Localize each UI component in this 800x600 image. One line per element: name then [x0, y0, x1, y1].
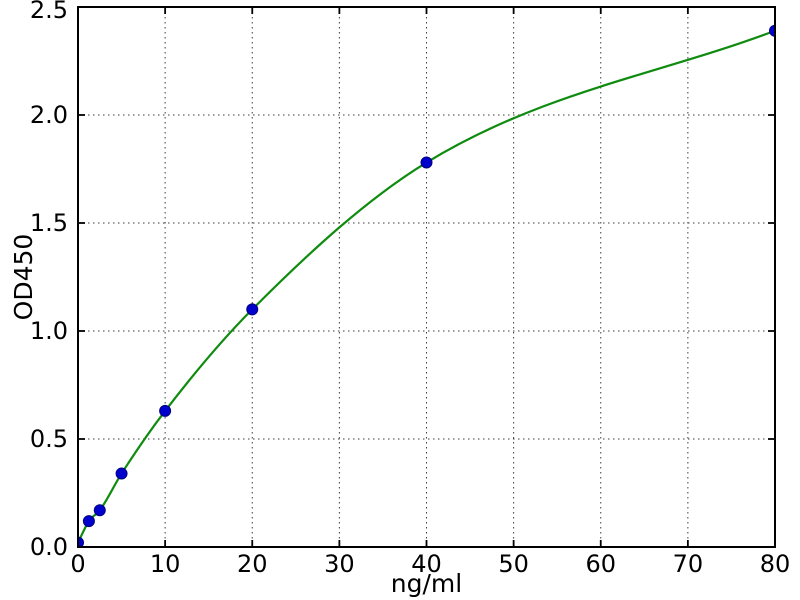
x-tick-label: 20: [237, 550, 268, 578]
data-point: [93, 504, 106, 517]
x-axis-label: ng/ml: [391, 569, 462, 598]
x-tick-label: 30: [324, 550, 355, 578]
x-tick-label: 60: [585, 550, 616, 578]
x-tick-label: 10: [150, 550, 181, 578]
y-tick-label: 0.0: [30, 533, 68, 561]
x-tick-label: 50: [498, 550, 529, 578]
y-tick-label: 1.0: [30, 317, 68, 345]
y-tick-label: 1.5: [30, 209, 68, 237]
x-tick-label: 80: [760, 550, 791, 578]
data-point: [420, 156, 433, 169]
y-tick-label: 2.0: [30, 101, 68, 129]
x-tick-label: 70: [673, 550, 704, 578]
data-point: [82, 515, 95, 528]
y-axis-label: OD450: [9, 234, 38, 321]
x-tick-label: 40: [411, 550, 442, 578]
data-point: [246, 303, 259, 316]
y-tick-label: 2.5: [30, 0, 68, 24]
data-point: [115, 467, 128, 480]
x-tick-label: 0: [70, 550, 85, 578]
fit-curve: [78, 29, 775, 544]
data-point: [78, 536, 84, 547]
y-tick-label: 0.5: [30, 425, 68, 453]
data-point: [769, 24, 775, 37]
data-point: [159, 404, 172, 417]
